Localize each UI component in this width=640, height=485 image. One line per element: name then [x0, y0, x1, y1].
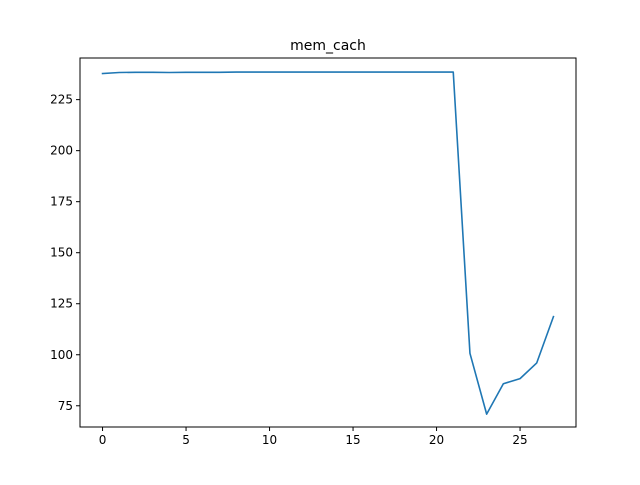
- y-tick-label: 175: [50, 195, 73, 209]
- plot-frame: [79, 57, 577, 428]
- y-axis: 75 100 125 150 175 200 225: [50, 93, 80, 413]
- x-tick-label: 20: [429, 433, 444, 447]
- x-tick-label: 15: [345, 433, 360, 447]
- y-tick-label: 125: [50, 297, 73, 311]
- x-tick-label: 25: [512, 433, 527, 447]
- chart-title: mem_cach: [290, 38, 366, 54]
- y-tick-label: 150: [50, 246, 73, 260]
- x-tick-label: 5: [182, 433, 190, 447]
- y-tick-label: 75: [58, 399, 73, 413]
- x-tick-label: 0: [99, 433, 107, 447]
- y-tick-label: 100: [50, 348, 73, 362]
- series-line: [101, 71, 555, 415]
- x-axis: 0 5 10 15 20 25: [99, 427, 528, 447]
- x-tick-label: 10: [262, 433, 277, 447]
- series-layer: [101, 71, 555, 415]
- y-tick-label: 225: [50, 93, 73, 107]
- y-tick-label: 200: [50, 144, 73, 158]
